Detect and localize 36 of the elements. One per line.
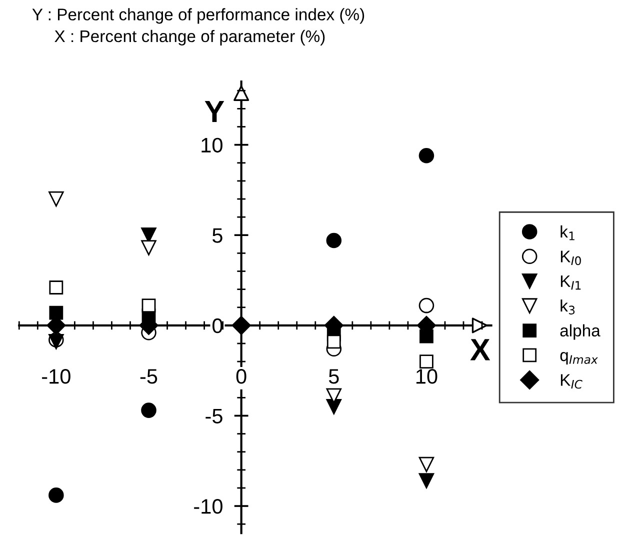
point bbox=[48, 191, 64, 207]
y-axis-title: Y bbox=[204, 100, 224, 122]
x-tick-label: 5 bbox=[328, 369, 339, 384]
legend-label: k$_{3}$ bbox=[560, 299, 575, 314]
y-tick-label: -5 bbox=[206, 408, 222, 424]
point bbox=[418, 456, 434, 472]
point bbox=[326, 232, 342, 248]
legend-label: k$_{1}$ bbox=[560, 225, 574, 240]
point bbox=[142, 298, 156, 312]
point bbox=[232, 316, 251, 335]
point bbox=[141, 240, 156, 256]
point bbox=[418, 148, 434, 164]
x-tick-label: -5 bbox=[140, 369, 158, 384]
x-tick-label: -10 bbox=[42, 369, 70, 384]
x-tick-label: 10 bbox=[416, 369, 438, 384]
y-tick-label: 5 bbox=[212, 228, 222, 243]
point bbox=[326, 388, 342, 404]
point bbox=[326, 334, 341, 349]
y-tick-label: 10 bbox=[202, 138, 222, 153]
chart-subtitle: X : Percent change of parameter (%) bbox=[54, 30, 325, 46]
point bbox=[420, 354, 434, 368]
legend-label: K$_{IC}$ bbox=[560, 374, 582, 389]
chart-title: Y : Percent change of performance index (%) bbox=[32, 8, 364, 24]
point bbox=[49, 306, 64, 320]
point bbox=[418, 473, 434, 488]
legend-label: K$_{I1}$ bbox=[560, 275, 581, 290]
point bbox=[141, 402, 156, 418]
point bbox=[48, 488, 64, 503]
point bbox=[418, 298, 434, 314]
y-tick-label: -10 bbox=[194, 499, 222, 514]
x-axis-title: X bbox=[470, 339, 490, 360]
x-tick-label: 0 bbox=[236, 369, 246, 384]
legend-label: alpha bbox=[560, 324, 600, 340]
legend-label: q$_{Imax}$ bbox=[560, 352, 598, 364]
point bbox=[49, 280, 64, 294]
legend-label: K$_{I0}$ bbox=[560, 250, 581, 266]
